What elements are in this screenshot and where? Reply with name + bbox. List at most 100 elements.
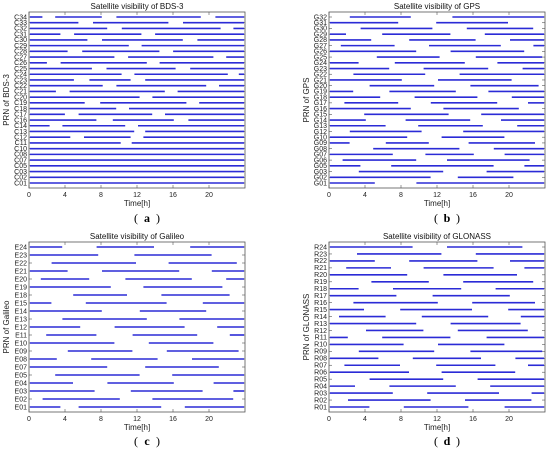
y-tick-label: C16 [14, 117, 27, 124]
y-tick-label: C11 [15, 140, 27, 147]
y-tick-label: C23 [14, 77, 27, 84]
x-tick-label: 12 [433, 192, 441, 199]
y-tick-label: G08 [314, 146, 327, 153]
x-tick-label: 16 [169, 192, 177, 199]
x-axis-label: Time[h] [124, 199, 150, 208]
y-tick-label: G15 [314, 112, 327, 119]
y-tick-label: E24 [15, 244, 28, 251]
y-tick-label: C30 [14, 37, 27, 44]
y-tick-label: G32 [314, 14, 327, 21]
y-tick-label: C17 [14, 112, 27, 119]
y-tick-label: R12 [314, 328, 327, 335]
y-tick-label: C19 [14, 100, 27, 107]
y-tick-label: E12 [15, 324, 28, 331]
caption-open-paren: ( [434, 434, 438, 448]
x-tick-label: 12 [433, 416, 441, 423]
chart-title: Satellite visibility of GLONASS [383, 232, 491, 241]
y-tick-label: R01 [314, 404, 327, 411]
x-tick-label: 0 [27, 192, 31, 199]
y-tick-label: R05 [314, 376, 327, 383]
y-tick-label: R11 [315, 335, 327, 342]
y-tick-label: G09 [314, 140, 327, 147]
y-tick-label: E02 [15, 396, 28, 403]
y-tick-label: G12 [314, 129, 327, 136]
y-tick-label: G18 [314, 94, 327, 101]
y-tick-label: E01 [15, 404, 28, 411]
chart-panel-c: Satellite visibility of Galileo 0 4 8 12 16 20… [2, 232, 246, 448]
y-tick-label: C07 [14, 157, 27, 164]
y-tick-label: C12 [14, 135, 27, 142]
y-tick-label: E04 [15, 380, 28, 387]
y-tick-label: G02 [314, 175, 327, 182]
caption-open-paren: ( [134, 434, 138, 448]
chart-title: Satellite visibility of BDS-3 [91, 2, 184, 11]
caption-letter: c [144, 434, 150, 448]
y-tick-label: R06 [314, 370, 327, 377]
y-axis-label: PRN of BDS-3 [2, 74, 11, 126]
caption-letter: b [444, 211, 451, 225]
y-tick-label: C22 [14, 83, 27, 90]
y-tick-label: G30 [314, 26, 327, 33]
x-tick-label: 0 [27, 416, 31, 423]
y-tick-label: C29 [14, 43, 27, 50]
x-tick-label: 4 [363, 192, 367, 199]
y-tick-label: G14 [314, 117, 327, 124]
x-tick-label: 0 [327, 416, 331, 423]
y-tick-label: E18 [15, 292, 28, 299]
y-tick-label: C24 [14, 72, 27, 79]
y-tick-label: C34 [14, 14, 27, 21]
y-tick-label: E08 [15, 356, 28, 363]
plot-frame [328, 241, 546, 413]
y-tick-label: G16 [314, 106, 327, 113]
y-tick-label: G05 [314, 163, 327, 170]
x-tick-label: 16 [169, 416, 177, 423]
y-tick-label: R21 [314, 265, 327, 272]
y-tick-label: C33 [14, 20, 27, 27]
y-tick-label: R19 [314, 279, 327, 286]
plot-frame [28, 11, 246, 189]
y-tick-label: C14 [14, 123, 27, 130]
y-tick-label: E07 [15, 364, 28, 371]
y-tick-label: G07 [314, 152, 327, 159]
y-tick-label: R04 [314, 383, 327, 390]
y-tick-label: C01 [14, 180, 27, 187]
x-axis-label: Time[h] [424, 199, 450, 208]
x-tick-label: 12 [133, 192, 141, 199]
caption-close-paren: ) [156, 434, 160, 448]
y-tick-label: E20 [15, 276, 28, 283]
y-tick-label: E23 [15, 252, 28, 259]
y-axis-label: PRN of GLONASS [302, 294, 311, 361]
x-tick-label: 4 [63, 192, 67, 199]
caption-letter: a [144, 211, 150, 225]
y-tick-label: R14 [314, 314, 327, 321]
y-tick-label: G29 [314, 31, 327, 38]
y-tick-label: C26 [14, 60, 27, 67]
plot-frame [328, 11, 546, 189]
y-axis-label: PRN of GPS [302, 78, 311, 123]
x-tick-label: 16 [469, 192, 477, 199]
y-tick-label: R07 [314, 363, 327, 370]
y-tick-label: G19 [314, 89, 327, 96]
y-tick-label: R16 [314, 300, 327, 307]
y-tick-label: E11 [15, 332, 27, 339]
chart-title: Satellite visibility of Galileo [90, 232, 185, 241]
y-tick-label: C32 [14, 26, 27, 33]
y-tick-label: E13 [15, 316, 28, 323]
y-tick-label: E15 [15, 300, 28, 307]
caption-close-paren: ) [156, 211, 160, 225]
y-tick-label: C25 [14, 66, 27, 73]
caption-close-paren: ) [456, 434, 460, 448]
caption-letter: d [444, 434, 451, 448]
chart-panel-b: Satellite visibility of GPS 0 4 8 12 16 20 Time… [302, 2, 546, 225]
y-tick-label: G25 [314, 54, 327, 61]
y-tick-label: R18 [314, 286, 327, 293]
y-tick-label: G24 [314, 60, 327, 67]
x-tick-label: 20 [505, 192, 513, 199]
y-tick-label: G03 [314, 169, 327, 176]
y-tick-label: C13 [14, 129, 27, 136]
y-tick-label: G10 [314, 135, 327, 142]
y-tick-label: E21 [15, 268, 28, 275]
y-tick-label: R17 [314, 293, 327, 300]
y-tick-label: C18 [14, 106, 27, 113]
